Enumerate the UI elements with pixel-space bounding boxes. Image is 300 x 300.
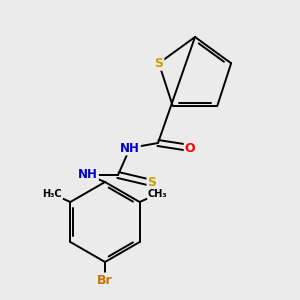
Text: CH₃: CH₃ — [148, 189, 167, 199]
Text: NH: NH — [78, 169, 98, 182]
Text: NH: NH — [120, 142, 140, 154]
Text: H₃C: H₃C — [43, 189, 62, 199]
Text: S: S — [154, 57, 164, 70]
Text: Br: Br — [97, 274, 113, 286]
Text: O: O — [185, 142, 195, 154]
Text: S: S — [148, 176, 157, 190]
